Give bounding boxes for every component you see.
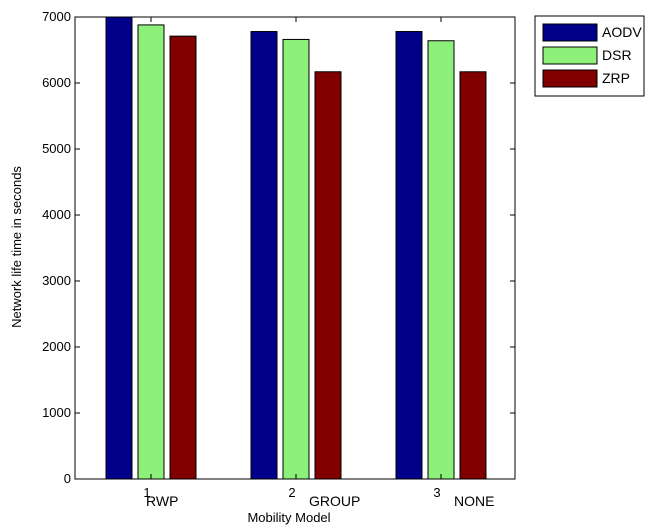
bar-zrp-none — [459, 71, 487, 480]
x-tick-label: 3 — [433, 485, 440, 500]
legend-swatch-aodv — [542, 23, 598, 42]
y-tick-label: 1000 — [42, 405, 71, 420]
x-tick-label: 1 — [143, 485, 150, 500]
bar-aodv-rwp — [105, 16, 133, 480]
legend-label-aodv: AODV — [602, 24, 642, 40]
legend-swatch-dsr — [542, 46, 598, 65]
y-tick-label: 5000 — [42, 141, 71, 156]
legend-label-dsr: DSR — [602, 47, 632, 63]
bar-zrp-rwp — [169, 35, 197, 480]
category-label-rwp: RWP — [146, 493, 178, 509]
bar-aodv-none — [395, 31, 423, 480]
x-axis-label: Mobility Model — [247, 510, 330, 525]
y-tick-label: 2000 — [42, 339, 71, 354]
x-tick-label: 2 — [288, 485, 295, 500]
y-axis-label: Network life time in seconds — [9, 166, 24, 328]
legend-label-zrp: ZRP — [602, 70, 630, 86]
bar-dsr-group — [282, 38, 310, 480]
y-tick-label: 4000 — [42, 207, 71, 222]
bar-dsr-rwp — [137, 24, 165, 480]
legend-swatch-zrp — [542, 69, 598, 88]
y-tick-label: 3000 — [42, 273, 71, 288]
legend: AODV DSR ZRP — [534, 15, 645, 97]
bar-zrp-group — [314, 71, 342, 480]
category-label-none: NONE — [454, 493, 494, 509]
bar-dsr-none — [427, 40, 455, 480]
y-tick-label: 6000 — [42, 75, 71, 90]
y-tick-label: 0 — [64, 471, 71, 486]
y-tick-label: 7000 — [42, 9, 71, 24]
category-label-group: GROUP — [309, 493, 360, 509]
bar-aodv-group — [250, 31, 278, 480]
